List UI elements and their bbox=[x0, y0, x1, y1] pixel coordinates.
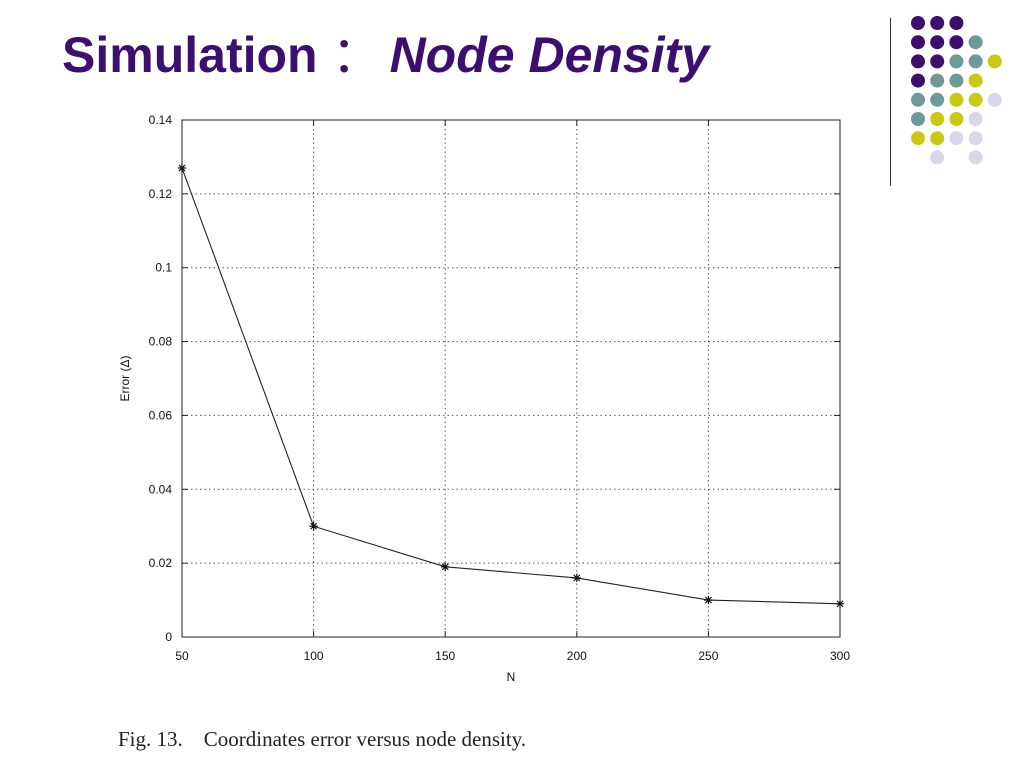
decorative-dot bbox=[911, 112, 925, 126]
data-point-marker bbox=[441, 562, 450, 572]
figure-caption: Fig. 13. Coordinates error versus node d… bbox=[118, 727, 527, 751]
data-point-marker bbox=[309, 522, 318, 531]
x-tick-label: 100 bbox=[304, 649, 324, 663]
data-point-marker bbox=[704, 595, 713, 605]
decorative-dot bbox=[987, 92, 1002, 107]
decorative-dot bbox=[911, 16, 925, 30]
divider-line bbox=[890, 18, 891, 186]
decorative-dot bbox=[911, 73, 925, 88]
line-chart: 50 100 150 200 250 300 0 0.02 0.04 0.06 0.08 0.1 0.1… bbox=[118, 113, 850, 684]
decorative-dot bbox=[968, 35, 983, 50]
decorative-dot bbox=[949, 92, 964, 107]
data-point-marker bbox=[177, 163, 187, 173]
decorative-dot bbox=[987, 54, 1002, 69]
decorative-dot bbox=[949, 131, 964, 146]
y-tick-label: 0.02 bbox=[149, 556, 173, 570]
y-axis-label: Error (Δ) bbox=[118, 355, 132, 401]
y-tick-label: 0.1 bbox=[155, 261, 172, 275]
decorative-dot bbox=[968, 131, 983, 146]
x-axis-label: N bbox=[507, 670, 516, 684]
data-point-marker bbox=[835, 599, 845, 608]
series-line bbox=[181, 167, 841, 605]
decorative-dot bbox=[911, 35, 925, 50]
decorative-dot bbox=[930, 92, 945, 107]
title-separator: ： bbox=[331, 27, 382, 83]
data-point-marker bbox=[572, 573, 581, 583]
decorative-dot bbox=[949, 16, 964, 30]
title-subtitle: Node Density bbox=[389, 27, 710, 83]
x-tick-label: 150 bbox=[435, 649, 455, 663]
decorative-dot bbox=[968, 112, 983, 126]
x-tick-label: 250 bbox=[698, 649, 718, 663]
decorative-dot bbox=[949, 73, 964, 88]
decorative-dot bbox=[949, 35, 964, 50]
title-main: Simulation bbox=[62, 27, 318, 83]
y-tick-label: 0.06 bbox=[149, 408, 173, 422]
x-tick-label: 300 bbox=[830, 649, 850, 663]
decorative-dot bbox=[911, 131, 925, 146]
y-tick-label: 0.08 bbox=[149, 335, 173, 349]
plot-frame bbox=[181, 119, 841, 638]
slide-title: Simulation： Node Density bbox=[62, 28, 709, 83]
y-tick-label: 0.12 bbox=[149, 187, 173, 201]
y-tick-label: 0.14 bbox=[149, 113, 173, 127]
decorative-dot bbox=[968, 73, 983, 88]
decorative-dot bbox=[911, 92, 925, 107]
decorative-dot bbox=[968, 150, 983, 165]
decorative-dot bbox=[968, 92, 983, 107]
decorative-dot bbox=[930, 16, 945, 30]
decorative-dot bbox=[930, 112, 945, 126]
x-tick-label: 50 bbox=[175, 649, 189, 663]
decorative-dot bbox=[911, 54, 925, 69]
y-tick-label: 0.04 bbox=[149, 482, 173, 496]
decorative-dot bbox=[949, 112, 964, 126]
decorative-dot bbox=[949, 54, 964, 69]
y-tick-label: 0 bbox=[165, 630, 172, 644]
decorative-dot bbox=[930, 35, 945, 50]
decorative-dot-grid bbox=[911, 16, 1002, 165]
decorative-dot bbox=[968, 54, 983, 69]
decorative-dot bbox=[930, 54, 945, 69]
decorative-dot bbox=[930, 150, 945, 165]
decorative-dot bbox=[930, 131, 945, 146]
decorative-dot bbox=[930, 73, 945, 88]
x-tick-label: 200 bbox=[567, 649, 587, 663]
